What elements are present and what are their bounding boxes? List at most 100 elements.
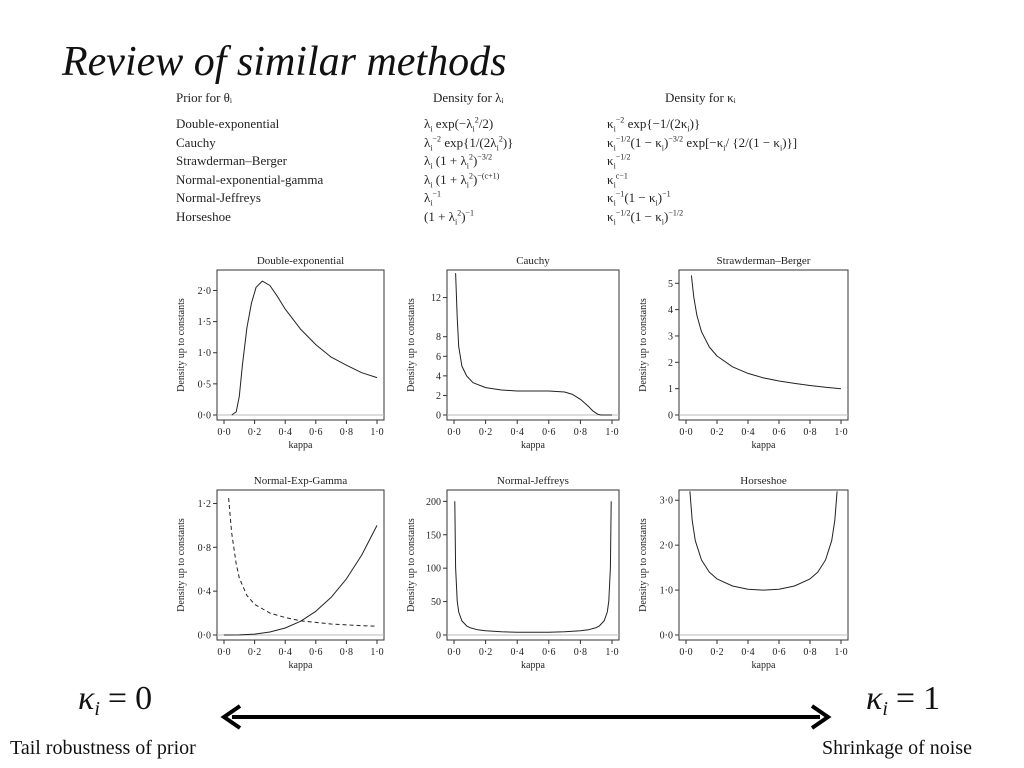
header-prior: Prior for θᵢ <box>176 90 233 105</box>
y-tick-label: 0·0 <box>198 631 211 642</box>
y-tick-label: 3 <box>668 331 673 342</box>
y-tick-label: 8 <box>436 332 441 343</box>
table-cell-prior: Normal-exponential-gamma <box>176 171 324 187</box>
y-tick-label: 4 <box>668 305 673 316</box>
x-tick-label: 0·8 <box>574 427 587 438</box>
table-cell-kappa-density: κi−1/2 <box>607 152 631 171</box>
arrow-left-head <box>220 704 242 730</box>
chart-title: Normal-Exp-Gamma <box>254 475 348 487</box>
x-tick-label: 0·6 <box>309 647 322 658</box>
y-axis-label: Density up to constants <box>176 518 187 612</box>
table-cell-prior: Strawderman–Berger <box>176 153 287 169</box>
x-tick-label: 1·0 <box>370 427 383 438</box>
y-tick-label: 1·0 <box>198 348 211 359</box>
chart-frame <box>678 489 849 641</box>
y-tick-label: 0 <box>436 411 441 422</box>
x-tick-label: 0·6 <box>542 647 555 658</box>
x-tick-label: 0·6 <box>772 647 785 658</box>
y-tick-label: 2 <box>668 358 673 369</box>
x-tick-label: 0·8 <box>803 647 816 658</box>
x-tick-label: 1·0 <box>605 647 618 658</box>
y-axis-label: Density up to constants <box>406 518 417 612</box>
kappa-one-label: κi = 1 <box>866 680 941 720</box>
x-tick-label: 0·2 <box>710 647 723 658</box>
y-tick-label: 6 <box>436 352 441 363</box>
chart-panel: Horseshoe 0·0 0·2 0·4 0·6 0·8 1·0 kappa 0·0 1·0 2·… <box>638 475 849 671</box>
y-tick-label: 0 <box>436 631 441 642</box>
x-tick-label: 0·4 <box>741 647 754 658</box>
chart-title: Horseshoe <box>740 475 787 487</box>
x-tick-label: 0·0 <box>447 427 460 438</box>
chart-panel: Cauchy 0·0 0·2 0·4 0·6 0·8 1·0 kappa 0 2 4 6 8 12 Dens… <box>406 255 620 451</box>
x-tick-label: 0·4 <box>741 427 754 438</box>
density-curve <box>223 525 378 636</box>
table-cell-lambda-density: λi (1 + λi2)−(c+1) <box>424 171 500 190</box>
x-axis-label: kappa <box>289 660 313 671</box>
y-tick-label: 1·0 <box>660 586 673 597</box>
density-curve <box>231 280 378 416</box>
chart-frame <box>216 269 385 421</box>
y-tick-label: 150 <box>426 530 441 541</box>
arrow-right-head <box>810 704 832 730</box>
chart-title: Normal-Jeffreys <box>497 475 569 487</box>
table-cell-prior: Double-exponential <box>176 116 280 131</box>
x-tick-label: 1·0 <box>834 427 847 438</box>
y-tick-label: 2·0 <box>198 286 211 297</box>
table-cell-lambda-density: (1 + λi2)−1 <box>424 208 475 227</box>
x-axis-label: kappa <box>752 440 776 451</box>
chart-panel: Normal-Jeffreys 0·0 0·2 0·4 0·6 0·8 1·0 kappa 0 5… <box>406 475 620 671</box>
table-cell-kappa-density: κi−1/2(1 − κi)−1/2 <box>607 208 684 227</box>
chart-panel: Normal-Exp-Gamma 0·0 0·2 0·4 0·6 0·8 1·0 kappa 0… <box>176 475 385 671</box>
x-tick-label: 0·8 <box>340 427 353 438</box>
y-tick-label: 1 <box>668 384 673 395</box>
y-tick-label: 0·5 <box>198 379 211 390</box>
y-axis-label: Density up to constants <box>638 518 649 612</box>
table-cell-kappa-density: κi−2 exp{−1/(2κi)} <box>607 115 701 134</box>
y-tick-label: 5 <box>668 279 673 290</box>
density-curve <box>689 491 838 591</box>
y-tick-label: 1·5 <box>198 317 211 328</box>
chart-title: Cauchy <box>516 255 550 267</box>
y-tick-label: 0·0 <box>660 631 673 642</box>
y-tick-label: 200 <box>426 497 441 508</box>
x-tick-label: 0·4 <box>511 647 524 658</box>
table-cell-prior: Normal-Jeffreys <box>176 190 261 206</box>
x-tick-label: 0·6 <box>772 427 785 438</box>
x-tick-label: 0·0 <box>447 647 460 658</box>
shrinkage-caption: Shrinkage of noise <box>822 737 972 759</box>
chart-panel: Double-exponential 0·0 0·2 0·4 0·6 0·8 1·0 kapp… <box>176 255 385 451</box>
density-curve <box>455 273 612 416</box>
x-tick-label: 0·6 <box>309 427 322 438</box>
x-tick-label: 1·0 <box>605 427 618 438</box>
x-tick-label: 0·4 <box>279 647 292 658</box>
x-tick-label: 0·2 <box>710 427 723 438</box>
x-tick-label: 0·4 <box>279 427 292 438</box>
x-tick-label: 0·0 <box>217 427 230 438</box>
x-axis-label: kappa <box>521 660 545 671</box>
y-axis-label: Density up to constants <box>176 298 187 392</box>
chart-panel: Strawderman–Berger 0·0 0·2 0·4 0·6 0·8 1·0 kapp… <box>638 255 849 451</box>
table-cell-kappa-density: κi−1/2(1 − κi)−3/2 exp[−κi/ {2/(1 − κi)}… <box>607 134 798 153</box>
y-tick-label: 0 <box>668 411 673 422</box>
y-axis-label: Density up to constants <box>638 298 649 392</box>
density-curve-dashed <box>228 497 378 627</box>
chart-frame <box>446 489 620 641</box>
tail-robustness-caption: Tail robustness of prior <box>10 737 196 759</box>
x-tick-label: 0·0 <box>679 647 692 658</box>
x-tick-label: 1·0 <box>370 647 383 658</box>
x-axis-label: kappa <box>752 660 776 671</box>
density-curve <box>690 275 842 390</box>
chart-frame <box>678 269 849 421</box>
x-axis-label: kappa <box>289 440 313 451</box>
y-axis-label: Density up to constants <box>406 298 417 392</box>
table-cell-lambda-density: λi−1 <box>424 190 442 208</box>
x-tick-label: 0·2 <box>479 647 492 658</box>
y-tick-label: 100 <box>426 564 441 575</box>
x-tick-label: 0·2 <box>248 647 261 658</box>
x-tick-label: 0·8 <box>803 427 816 438</box>
y-tick-label: 0·0 <box>198 411 211 422</box>
y-tick-label: 0·8 <box>198 543 211 554</box>
table-cell-prior: Cauchy <box>176 134 216 150</box>
